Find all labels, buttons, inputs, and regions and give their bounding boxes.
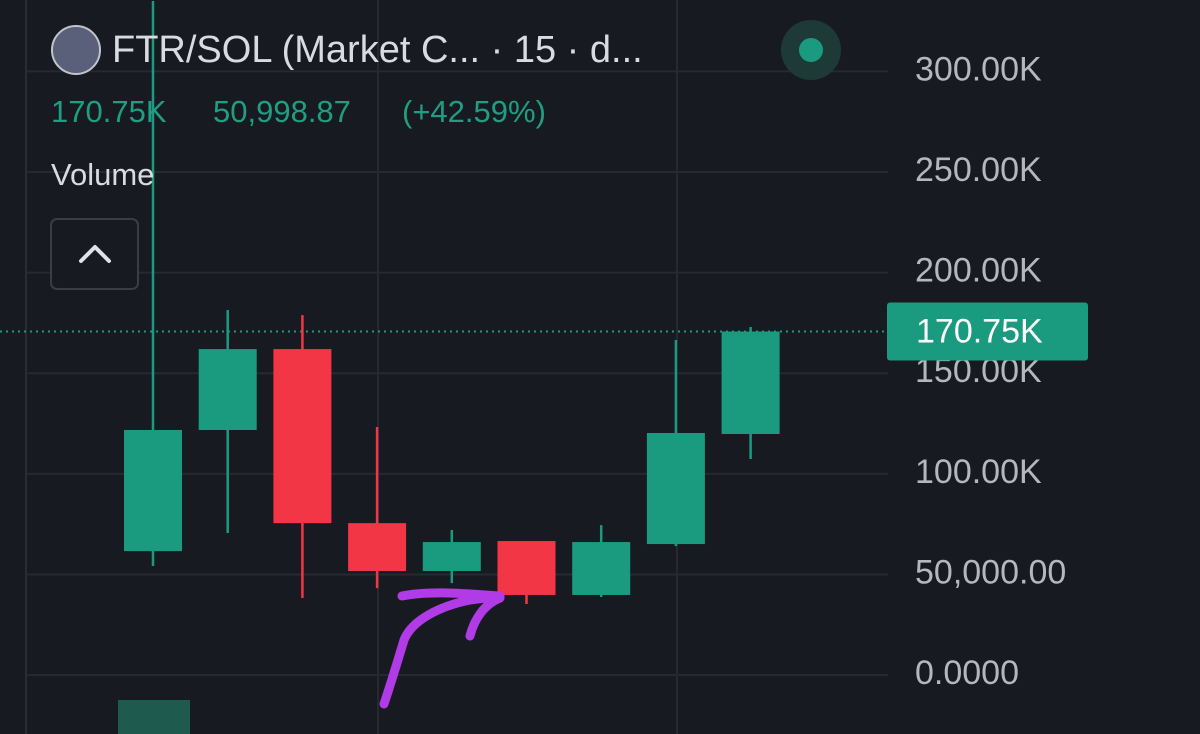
y-tick-label: 100.00K	[915, 453, 1042, 491]
symbol-icon-ring	[51, 25, 101, 75]
candle-body	[348, 523, 407, 572]
legend-change-pct: (+42.59%)	[402, 94, 546, 129]
annotation-arrow	[379, 588, 505, 709]
collapse-button[interactable]	[50, 218, 139, 290]
y-axis: 0.000050,000.00100.00K150.00K200.00K250.…	[887, 50, 1088, 692]
candle-body	[572, 542, 631, 595]
status-dot	[799, 38, 823, 62]
y-tick-label: 0.0000	[915, 654, 1019, 692]
candle-body	[497, 541, 556, 595]
candle-body	[273, 349, 332, 524]
y-tick-label: 250.00K	[915, 151, 1042, 189]
indicator-label: Volume	[51, 157, 154, 192]
legend-last: 170.75K	[51, 94, 167, 129]
last-price-tag	[887, 302, 1088, 361]
y-tick-label: 200.00K	[915, 252, 1042, 290]
candle-body	[422, 542, 481, 572]
candles	[124, 1, 780, 605]
candle-body	[646, 432, 705, 545]
header: FTR/SOL (Market C... · 15 · d... 170.75K…	[50, 20, 841, 290]
volume-bar	[118, 700, 190, 734]
symbol-icon	[52, 26, 100, 74]
last-price-label: 170.75K	[916, 312, 1043, 350]
chart-title: FTR/SOL (Market C... · 15 · d...	[112, 29, 643, 71]
candle-body	[124, 429, 182, 552]
collapse-icon	[79, 245, 111, 263]
y-tick-label: 300.00K	[915, 50, 1042, 88]
y-tick-label: 50,000.00	[915, 553, 1066, 591]
candle-body	[198, 349, 257, 430]
candle-body	[721, 331, 780, 435]
legend-change: 50,998.87	[213, 94, 351, 129]
